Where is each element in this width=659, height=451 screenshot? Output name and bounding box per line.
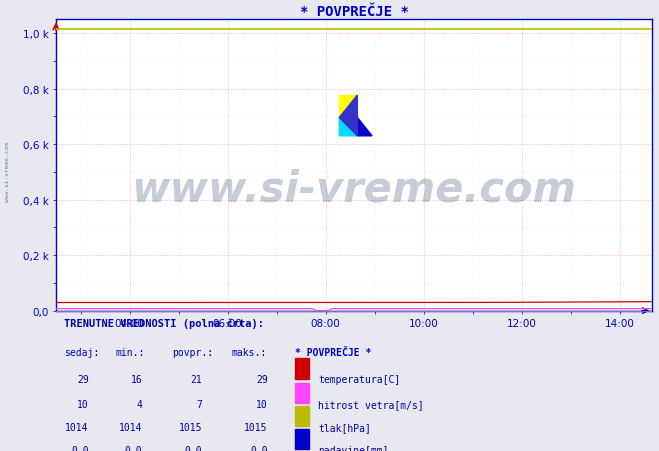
Text: www.si-vreme.com: www.si-vreme.com [132, 168, 577, 210]
Bar [339, 96, 357, 118]
Text: * POVPREČJE *: * POVPREČJE * [295, 348, 371, 358]
Polygon shape [357, 118, 372, 137]
Text: 1015: 1015 [179, 422, 202, 432]
Text: povpr.:: povpr.: [172, 348, 214, 358]
Text: 10: 10 [256, 399, 268, 409]
Polygon shape [339, 96, 357, 137]
Text: 4: 4 [136, 399, 142, 409]
Text: 1015: 1015 [244, 422, 268, 432]
Bar [295, 359, 310, 379]
Text: 1014: 1014 [65, 422, 89, 432]
Text: www.si-vreme.com: www.si-vreme.com [5, 142, 11, 201]
Text: min.:: min.: [116, 348, 145, 358]
Text: temperatura[C]: temperatura[C] [318, 375, 401, 385]
Text: 16: 16 [130, 375, 142, 385]
Text: 29: 29 [77, 375, 89, 385]
Bar [295, 429, 310, 449]
Text: 0,0: 0,0 [250, 445, 268, 451]
Text: 10: 10 [77, 399, 89, 409]
Text: 29: 29 [256, 375, 268, 385]
Text: 7: 7 [196, 399, 202, 409]
Text: 0,0: 0,0 [71, 445, 89, 451]
Bar [295, 406, 310, 426]
Title: * POVPREČJE *: * POVPREČJE * [300, 5, 409, 19]
Text: sedaj:: sedaj: [64, 348, 99, 358]
Text: 1014: 1014 [119, 422, 142, 432]
Text: TRENUTNE VREDNOSTI (polna črta):: TRENUTNE VREDNOSTI (polna črta): [64, 318, 264, 328]
Text: tlak[hPa]: tlak[hPa] [318, 422, 371, 432]
Polygon shape [339, 118, 357, 137]
Text: 0,0: 0,0 [185, 445, 202, 451]
Bar [295, 383, 310, 403]
Text: maks.:: maks.: [232, 348, 267, 358]
Text: 0,0: 0,0 [125, 445, 142, 451]
Text: padavine[mm]: padavine[mm] [318, 445, 389, 451]
Text: 21: 21 [190, 375, 202, 385]
Text: hitrost vetra[m/s]: hitrost vetra[m/s] [318, 399, 424, 409]
